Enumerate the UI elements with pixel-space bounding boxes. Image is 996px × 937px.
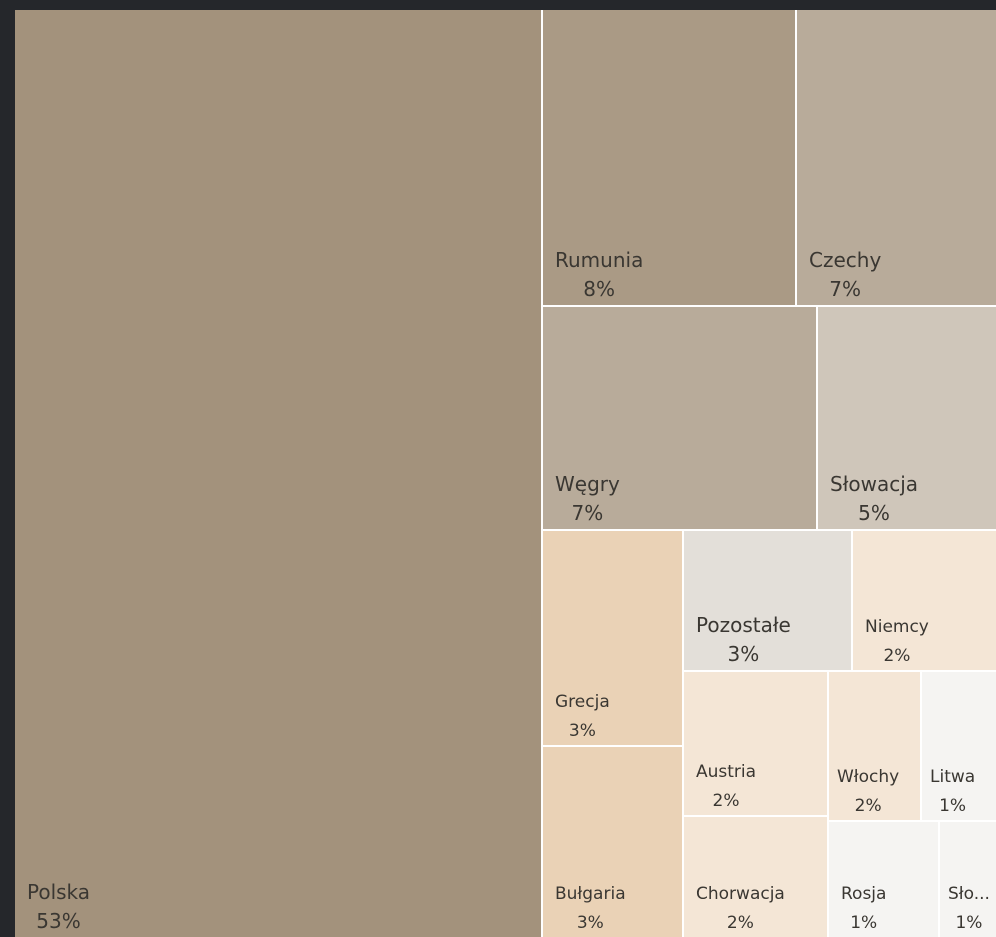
tile bbox=[829, 822, 938, 937]
tile bbox=[797, 10, 996, 305]
tile-label: Polska bbox=[27, 880, 90, 904]
tile bbox=[684, 672, 827, 815]
tile bbox=[543, 531, 682, 745]
tile-label: Włochy bbox=[837, 767, 899, 787]
value-label: 53% bbox=[36, 909, 80, 933]
tile bbox=[922, 672, 996, 820]
tile-label: Sło... bbox=[948, 884, 990, 904]
tile-label: Litwa bbox=[930, 767, 975, 787]
tile-label: Pozostałe bbox=[696, 613, 791, 637]
value-label: 2% bbox=[713, 791, 740, 811]
tile bbox=[829, 672, 920, 820]
value-label: 7% bbox=[572, 501, 604, 525]
value-label: 1% bbox=[955, 913, 982, 933]
tile-label: Węgry bbox=[555, 472, 620, 496]
tile bbox=[684, 817, 827, 937]
value-label: 3% bbox=[577, 913, 604, 933]
tile bbox=[543, 307, 816, 529]
value-label: 8% bbox=[583, 277, 615, 301]
tile bbox=[818, 307, 996, 529]
value-label: 3% bbox=[569, 721, 596, 741]
tile bbox=[15, 10, 541, 937]
tile bbox=[684, 531, 851, 670]
tile-label: Słowacja bbox=[830, 472, 918, 496]
value-label: 1% bbox=[939, 796, 966, 816]
tile bbox=[543, 10, 795, 305]
tile bbox=[853, 531, 996, 670]
tile-label: Rosja bbox=[841, 884, 886, 904]
tile-label: Chorwacja bbox=[696, 884, 785, 904]
tile-label: Austria bbox=[696, 762, 756, 782]
value-label: 2% bbox=[883, 646, 910, 666]
tile-label: Rumunia bbox=[555, 248, 643, 272]
value-label: 3% bbox=[728, 642, 760, 666]
tile-label: Grecja bbox=[555, 692, 610, 712]
tile bbox=[543, 747, 682, 937]
value-label: 7% bbox=[829, 277, 861, 301]
tile-label: Niemcy bbox=[865, 617, 929, 637]
tile-label: Czechy bbox=[809, 248, 881, 272]
tile bbox=[940, 822, 996, 937]
value-label: 5% bbox=[858, 501, 890, 525]
value-label: 1% bbox=[850, 913, 877, 933]
value-label: 2% bbox=[855, 796, 882, 816]
value-label: 2% bbox=[727, 913, 754, 933]
tile-label: Bułgaria bbox=[555, 884, 626, 904]
